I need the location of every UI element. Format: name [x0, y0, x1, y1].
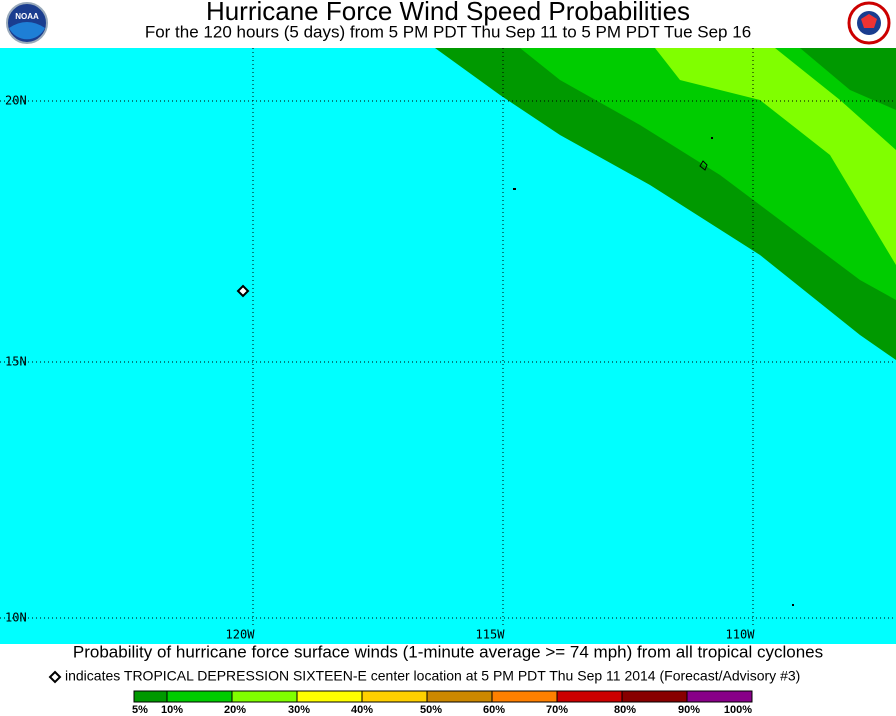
legend-swatch [231, 690, 298, 703]
legend-swatch [556, 690, 623, 703]
legend-label: 50% [420, 704, 442, 716]
lat-label: 15N [5, 355, 27, 369]
lat-label: 20N [5, 94, 27, 108]
lon-label: 110W [726, 628, 756, 642]
subtitle: For the 120 hours (5 days) from 5 PM PDT… [145, 22, 751, 41]
legend-label: 20% [224, 704, 246, 716]
contour-20 [655, 48, 896, 265]
legend-label: 5% [132, 704, 148, 716]
storm-center [236, 284, 250, 298]
legend-swatch [491, 690, 558, 703]
noaa-logo: NOAA [6, 2, 48, 44]
legend-label: 40% [351, 704, 373, 716]
contour-5 [800, 48, 896, 110]
island [792, 604, 794, 606]
logo-text: NOAA [15, 12, 39, 21]
legend-swatch [133, 690, 168, 703]
legend-label: 30% [288, 704, 310, 716]
legend-swatch [621, 690, 688, 703]
legend-label: 80% [614, 704, 636, 716]
lon-label: 115W [476, 628, 506, 642]
legend-label: 10% [161, 704, 183, 716]
island [513, 188, 516, 190]
lon-label: 120W [226, 628, 256, 642]
caption: Probability of hurricane force surface w… [73, 642, 823, 661]
storm-symbol [48, 670, 62, 684]
legend-swatch [361, 690, 428, 703]
legend-swatch [166, 690, 233, 703]
legend-label: 60% [483, 704, 505, 716]
legend-label: 100% [724, 704, 752, 716]
island [699, 160, 708, 171]
nws-logo [847, 1, 891, 45]
legend-swatch [296, 690, 363, 703]
lat-label: 10N [5, 611, 27, 625]
note: indicates TROPICAL DEPRESSION SIXTEEN-E … [65, 668, 800, 684]
map: 20N 15N 10N 120W 115W 110W [0, 48, 896, 644]
legend: 5% 10% 20% 30% 40% 50% 60% 70% 80% 90% 1… [132, 690, 753, 716]
legend-label: 70% [546, 704, 568, 716]
title: Hurricane Force Wind Speed Probabilities [206, 0, 690, 26]
legend-label: 90% [678, 704, 700, 716]
legend-swatch [426, 690, 493, 703]
legend-swatch [686, 690, 753, 703]
island [711, 137, 713, 139]
